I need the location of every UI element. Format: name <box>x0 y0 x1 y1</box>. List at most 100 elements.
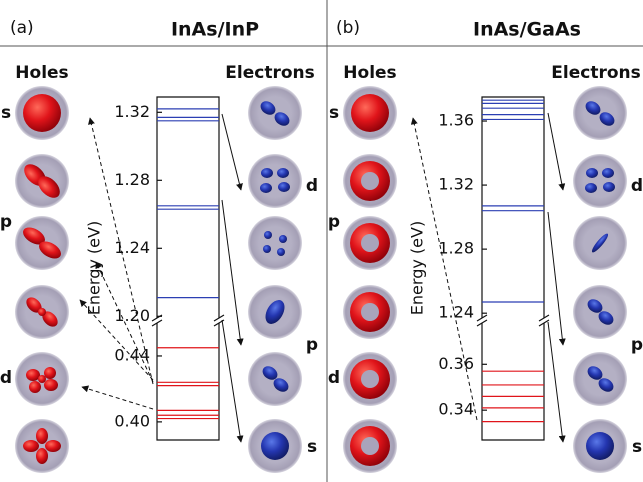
y-tick-label: 1.32 <box>114 102 150 121</box>
transition-arrow <box>548 212 563 345</box>
axis-frame <box>482 97 544 440</box>
y-tick-label: 1.24 <box>438 303 474 322</box>
panel-tag: (b) <box>336 18 360 38</box>
orbital-lobe <box>586 432 614 460</box>
hole-state-label: s <box>1 103 11 123</box>
orbital-lobe <box>23 94 61 132</box>
hole-orbital <box>343 285 397 339</box>
orbital-hole <box>361 234 379 252</box>
orbital-lobe <box>260 183 272 193</box>
y-tick-label: 1.32 <box>438 175 474 194</box>
hole-orbital <box>343 419 397 473</box>
orbital-lobe <box>23 440 39 452</box>
holes-label: Holes <box>343 63 396 83</box>
orbital-lobe <box>26 369 40 381</box>
hole-state-label: s <box>329 103 339 123</box>
orbital-hole <box>361 172 379 190</box>
electron-orbital <box>573 154 627 208</box>
electron-state-label: s <box>307 437 317 457</box>
y-tick-label: 1.36 <box>438 111 474 130</box>
hole-orbital <box>343 86 397 140</box>
orbital-lobe <box>277 168 289 178</box>
electron-orbital <box>248 419 302 473</box>
electron-orbital <box>248 154 302 208</box>
hole-orbital <box>15 86 69 140</box>
panel-tag: (a) <box>10 18 34 38</box>
orbital-shell <box>573 86 627 140</box>
transition-arrow <box>222 114 241 190</box>
orbital-shell <box>573 154 627 208</box>
orbital-shell <box>248 154 302 208</box>
orbital-shell <box>573 285 627 339</box>
electron-orbital <box>573 216 627 270</box>
hole-orbital <box>343 352 397 406</box>
orbital-shell <box>248 86 302 140</box>
orbital-shell <box>248 352 302 406</box>
y-tick-label: 0.36 <box>438 354 474 373</box>
electron-orbital <box>248 86 302 140</box>
y-tick-label: 0.40 <box>114 411 150 430</box>
orbital-shell <box>248 216 302 270</box>
electron-orbital <box>573 285 627 339</box>
orbital-lobe <box>261 432 289 460</box>
orbital-lobe <box>261 168 273 178</box>
axis-frame <box>157 97 219 440</box>
hole-orbital <box>15 419 69 473</box>
y-tick-label: 1.28 <box>438 239 474 258</box>
transition-arrow <box>548 322 563 442</box>
hole-orbital <box>15 352 69 406</box>
orbital-lobe <box>36 428 48 444</box>
hole-orbital <box>15 285 69 339</box>
electron-orbital <box>573 352 627 406</box>
electrons-label: Electrons <box>551 63 640 83</box>
figure: (a) InAs/InP Holes Electrons Energy (eV) 1.32… <box>0 0 643 482</box>
y-tick-label: 1.20 <box>114 306 150 325</box>
orbital-lobe <box>351 94 389 132</box>
hole-orbital <box>15 216 69 270</box>
electron-orbital <box>573 86 627 140</box>
transition-arrow <box>82 387 153 409</box>
y-tick-label: 1.24 <box>114 238 150 257</box>
orbital-lobe <box>38 375 46 383</box>
y-axis-label: Energy (eV) <box>408 221 427 315</box>
electrons-label: Electrons <box>225 63 314 83</box>
orbital-lobe <box>602 168 614 178</box>
orbital-lobe <box>45 440 61 452</box>
transition-arrow <box>548 113 563 190</box>
orbital-shell <box>573 352 627 406</box>
y-axis-label: Energy (eV) <box>85 221 104 315</box>
orbital-hole <box>361 370 379 388</box>
orbital-lobe <box>585 183 597 193</box>
transition-arrow <box>222 200 241 345</box>
orbital-lobe <box>38 308 46 316</box>
electron-orbital <box>248 352 302 406</box>
hole-orbital <box>15 154 69 208</box>
orbital-lobe <box>29 381 41 393</box>
electron-state-label: s <box>632 437 642 457</box>
y-tick-label: 0.34 <box>438 400 474 419</box>
y-tick-label: 1.28 <box>114 170 150 189</box>
electron-orbital <box>248 285 302 339</box>
hole-state-label: p <box>0 212 12 232</box>
hole-orbital <box>343 154 397 208</box>
electron-state-label: p <box>631 335 643 355</box>
electron-state-label: d <box>306 176 318 196</box>
hole-state-label: p <box>328 212 340 232</box>
holes-label: Holes <box>15 63 68 83</box>
electron-state-label: d <box>631 176 643 196</box>
orbital-lobe <box>44 367 56 379</box>
orbital-lobe <box>603 182 615 192</box>
orbital-lobe <box>44 379 58 391</box>
hole-orbital <box>343 216 397 270</box>
orbital-lobe <box>277 248 285 256</box>
orbital-lobe <box>264 231 272 239</box>
orbital-lobe <box>586 168 598 178</box>
orbital-lobe <box>263 245 271 253</box>
electron-orbital <box>248 216 302 270</box>
electron-state-label: p <box>306 335 318 355</box>
orbital-hole <box>361 303 379 321</box>
transition-arrow <box>222 320 241 442</box>
panel-title: InAs/InP <box>171 19 259 41</box>
hole-state-label: d <box>0 368 12 388</box>
orbital-hole <box>361 437 379 455</box>
